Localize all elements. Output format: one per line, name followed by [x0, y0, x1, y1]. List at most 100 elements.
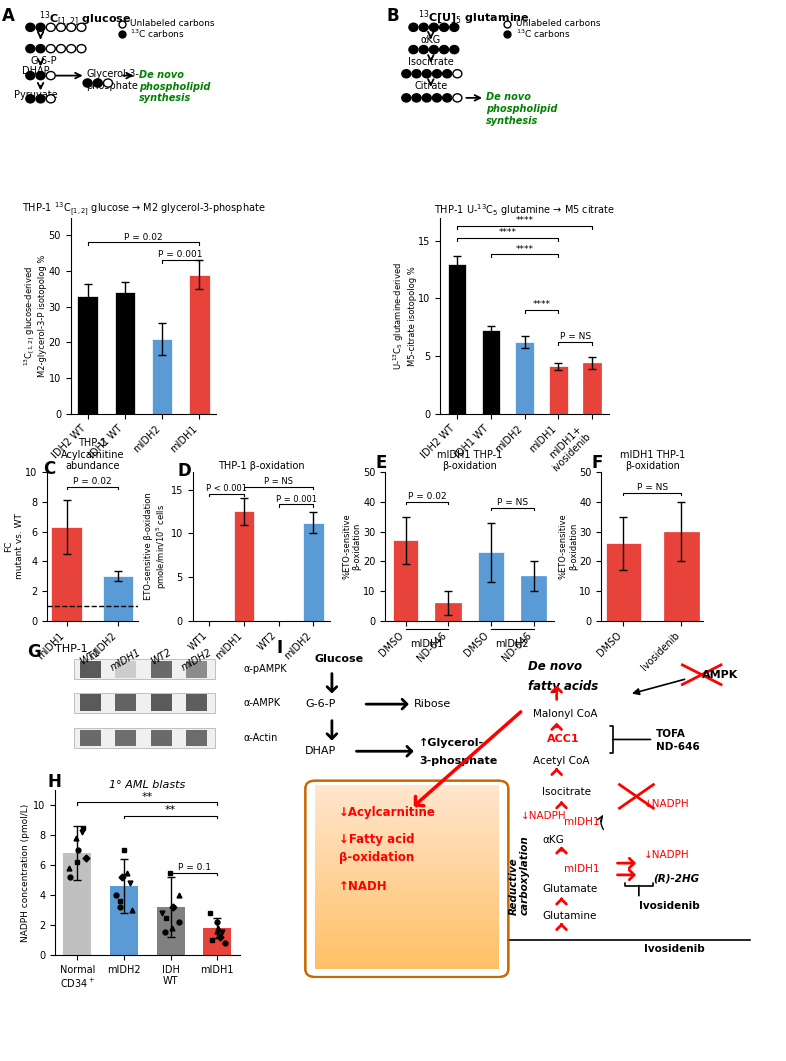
Bar — [315, 874, 498, 877]
Text: P = NS: P = NS — [560, 332, 591, 342]
Y-axis label: %ETO-sensitive
β-oxidation: %ETO-sensitive β-oxidation — [558, 514, 578, 579]
Bar — [64, 853, 91, 955]
Text: αKG: αKG — [542, 835, 564, 845]
Bar — [185, 695, 208, 711]
Bar — [315, 800, 498, 804]
Text: Malonyl CoA: Malonyl CoA — [533, 709, 597, 719]
Text: mIDH2: mIDH2 — [179, 647, 214, 673]
Bar — [204, 928, 231, 955]
Text: Glutamine: Glutamine — [542, 911, 597, 921]
Text: ↓Acylcarnitine: ↓Acylcarnitine — [340, 805, 436, 819]
Bar — [521, 576, 546, 621]
Circle shape — [429, 46, 439, 54]
Text: Glycerol-3-
phosphate: Glycerol-3- phosphate — [86, 69, 139, 90]
Bar — [74, 659, 215, 679]
Bar — [51, 527, 82, 621]
Text: ND-646: ND-646 — [656, 743, 700, 752]
Title: mIDH1 THP-1
β-oxidation: mIDH1 THP-1 β-oxidation — [437, 450, 502, 471]
Text: Isocitrate: Isocitrate — [542, 787, 591, 798]
Text: Ivosidenib: Ivosidenib — [644, 944, 704, 955]
Text: Pyruvate: Pyruvate — [13, 90, 57, 101]
Circle shape — [453, 70, 462, 77]
Text: P = NS: P = NS — [497, 498, 528, 507]
Bar — [315, 865, 498, 868]
Circle shape — [412, 70, 421, 77]
Bar — [315, 785, 498, 788]
Text: WT1: WT1 — [79, 647, 102, 666]
Bar — [315, 847, 498, 850]
Circle shape — [402, 70, 411, 77]
Bar — [303, 523, 324, 621]
Circle shape — [67, 45, 75, 53]
Circle shape — [36, 45, 45, 53]
Text: **: ** — [141, 792, 153, 802]
Title: 1° AML blasts: 1° AML blasts — [109, 780, 185, 789]
Bar — [315, 947, 498, 951]
Bar — [315, 959, 498, 963]
Circle shape — [94, 79, 102, 87]
Bar — [315, 795, 498, 798]
Text: F: F — [591, 454, 603, 472]
Circle shape — [419, 46, 428, 54]
Circle shape — [450, 46, 459, 54]
Bar — [315, 868, 498, 871]
Text: P = 0.001: P = 0.001 — [159, 250, 203, 260]
Bar — [315, 914, 498, 917]
Bar — [115, 695, 137, 711]
Bar — [315, 822, 498, 825]
Text: αKG: αKG — [421, 35, 441, 45]
Text: mIDH1: mIDH1 — [410, 640, 444, 649]
Bar — [315, 920, 498, 923]
Bar — [74, 728, 215, 748]
Text: α-Actin: α-Actin — [244, 733, 278, 743]
Bar — [80, 695, 101, 711]
Circle shape — [439, 46, 449, 54]
Bar — [156, 907, 185, 955]
Text: ****: **** — [516, 215, 534, 225]
Text: P = NS: P = NS — [264, 477, 293, 486]
Bar — [315, 862, 498, 865]
Text: $^{13}$C carbons: $^{13}$C carbons — [130, 28, 185, 40]
Text: $^{13}$C$_{[1,2]}$ glucose: $^{13}$C$_{[1,2]}$ glucose — [39, 8, 130, 28]
Circle shape — [443, 70, 452, 77]
Circle shape — [83, 79, 92, 87]
Text: mIDH2: mIDH2 — [495, 640, 529, 649]
Bar — [315, 816, 498, 819]
Circle shape — [432, 70, 442, 77]
Bar — [315, 819, 498, 822]
Circle shape — [46, 94, 55, 103]
Bar — [315, 907, 498, 911]
Text: WT2: WT2 — [149, 647, 173, 666]
Circle shape — [422, 70, 432, 77]
Bar — [315, 810, 498, 813]
Text: mIDH1: mIDH1 — [108, 647, 143, 673]
Text: De novo: De novo — [527, 660, 582, 674]
Bar — [185, 661, 208, 678]
Bar — [315, 929, 498, 933]
Text: DHAP: DHAP — [305, 746, 336, 756]
Text: **: ** — [165, 805, 176, 815]
Bar — [315, 902, 498, 905]
Bar — [315, 824, 498, 829]
Text: P = 0.1: P = 0.1 — [178, 863, 211, 872]
Bar — [315, 837, 498, 840]
Bar — [80, 730, 101, 746]
Circle shape — [46, 71, 55, 80]
Bar — [315, 886, 498, 889]
Y-axis label: NADPH concentration (pmol/L): NADPH concentration (pmol/L) — [21, 803, 31, 942]
Text: B: B — [387, 6, 399, 24]
Bar — [315, 806, 498, 810]
Bar — [189, 275, 210, 414]
Bar — [448, 264, 466, 414]
Bar — [315, 788, 498, 792]
Text: ↓Fatty acid: ↓Fatty acid — [340, 833, 415, 846]
Text: D: D — [178, 462, 192, 480]
Bar — [77, 296, 97, 414]
Text: G: G — [27, 643, 40, 661]
Bar — [315, 798, 498, 801]
Circle shape — [67, 23, 75, 32]
Text: Glucose: Glucose — [315, 654, 364, 664]
Text: THP-1: THP-1 — [55, 644, 88, 655]
Bar — [315, 883, 498, 887]
Circle shape — [26, 71, 35, 80]
